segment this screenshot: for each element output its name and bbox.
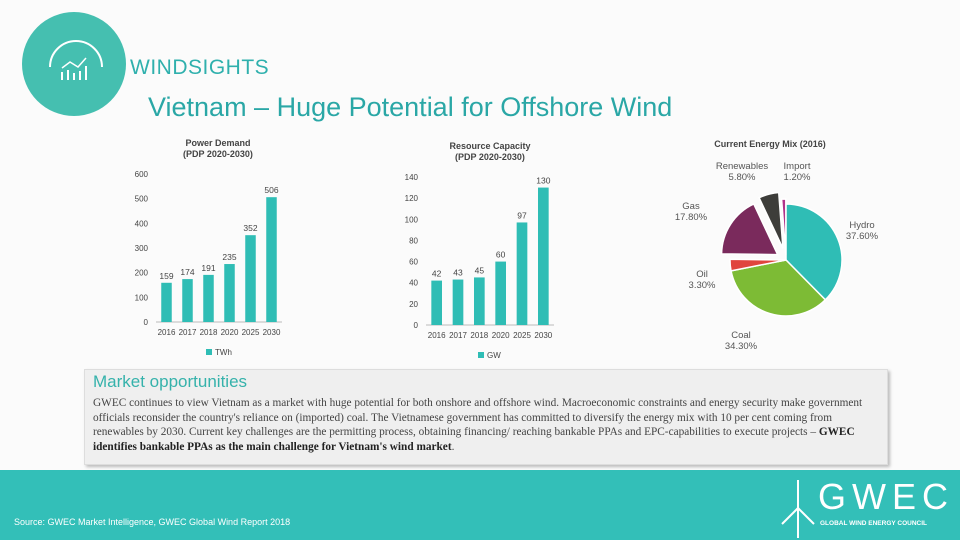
legend-label: GW [487, 351, 501, 360]
data-label: 130 [536, 176, 550, 186]
y-tick-label: 200 [135, 269, 149, 278]
chart-subtitle: (PDP 2020-2030) [455, 152, 525, 162]
data-label: 506 [264, 185, 278, 195]
bar [431, 280, 442, 325]
source-note: Source: GWEC Market Intelligence, GWEC G… [14, 517, 291, 527]
bar [182, 279, 193, 322]
data-label: 352 [243, 223, 257, 233]
bar [474, 277, 485, 325]
x-tick-label: 2030 [534, 331, 552, 340]
y-tick-label: 600 [135, 170, 149, 179]
pie-slice-hydro [785, 203, 843, 301]
market-body: GWEC continues to view Vietnam as a mark… [93, 397, 863, 438]
y-tick-label: 300 [135, 244, 149, 253]
bar [495, 261, 506, 325]
data-label: 60 [496, 250, 506, 260]
slice-label: Coal [731, 330, 751, 341]
bar [161, 282, 172, 322]
slice-percent: 3.30% [689, 280, 716, 291]
data-label: 235 [222, 252, 236, 262]
slice-percent: 1.20% [784, 172, 811, 183]
chart-title: Current Energy Mix (2016) [714, 139, 826, 149]
gwec-logo: GWEC [818, 476, 954, 517]
slice-percent: 5.80% [729, 172, 756, 183]
bar [538, 187, 549, 325]
data-label: 42 [432, 269, 442, 279]
slice-label: Import [784, 161, 811, 172]
market-end: . [451, 440, 455, 453]
y-tick-label: 60 [409, 258, 418, 267]
slice-percent: 37.60% [846, 231, 879, 242]
footer-bar [0, 470, 960, 540]
data-label: 43 [453, 268, 463, 278]
x-tick-label: 2025 [513, 331, 531, 340]
brand-name: WINDSIGHTS [130, 56, 270, 79]
x-tick-label: 2030 [263, 328, 281, 337]
y-tick-label: 100 [135, 293, 149, 302]
page-title: Vietnam – Huge Potential for Offshore Wi… [148, 92, 673, 122]
market-text: GWEC continues to view Vietnam as a mark… [93, 396, 879, 454]
legend-swatch [206, 349, 212, 355]
x-tick-label: 2025 [242, 328, 260, 337]
y-tick-label: 0 [144, 318, 149, 327]
slice-label: Gas [682, 201, 700, 212]
bar [245, 235, 256, 322]
y-tick-label: 500 [135, 195, 149, 204]
y-tick-label: 120 [405, 194, 419, 203]
y-tick-label: 40 [409, 279, 418, 288]
x-tick-label: 2018 [200, 328, 218, 337]
y-tick-label: 80 [409, 236, 418, 245]
slice-percent: 17.80% [675, 212, 708, 223]
legend-label: TWh [215, 348, 232, 357]
data-label: 191 [201, 263, 215, 273]
wind-turbine-icon [781, 480, 815, 538]
market-heading: Market opportunities [93, 372, 248, 391]
chart-title: Resource Capacity [449, 141, 530, 151]
market-bold: GWEC identifies bankable PPAs as the mai… [93, 426, 855, 453]
x-tick-label: 2018 [470, 331, 488, 340]
market-opportunities-box: Market opportunities GWEC continues to v… [84, 369, 888, 465]
x-tick-label: 2017 [449, 331, 467, 340]
y-tick-label: 20 [409, 300, 418, 309]
charts-area: Power Demand(PDP 2020-2030)0100200300400… [135, 138, 879, 360]
y-tick-label: 140 [405, 173, 419, 182]
data-label: 97 [517, 210, 527, 220]
pie-slice-coal [730, 259, 827, 317]
chart-title: Power Demand [185, 138, 250, 148]
legend-swatch [478, 352, 484, 358]
slice-label: Hydro [849, 220, 874, 231]
y-tick-label: 400 [135, 219, 149, 228]
pie-slice-import [780, 198, 787, 256]
x-tick-label: 2016 [158, 328, 176, 337]
data-label: 174 [180, 267, 194, 277]
bar [516, 222, 528, 325]
slice-label: Renewables [716, 161, 769, 172]
windsights-logo [22, 12, 126, 116]
gwec-logo-subtitle: GLOBAL WIND ENERGY COUNCIL [820, 520, 928, 527]
y-tick-label: 0 [414, 321, 419, 330]
slice-label: Oil [696, 269, 708, 280]
x-tick-label: 2016 [428, 331, 446, 340]
data-label: 45 [475, 265, 485, 275]
pie-slice-gas [720, 202, 779, 256]
pie-slice-renewables [758, 191, 784, 249]
slice-percent: 34.30% [725, 341, 758, 352]
y-tick-label: 100 [405, 215, 419, 224]
chart-subtitle: (PDP 2020-2030) [183, 149, 253, 159]
chart-arc-icon [49, 40, 103, 80]
bar [224, 264, 235, 322]
pie-slice-oil [729, 258, 787, 272]
x-tick-label: 2020 [492, 331, 510, 340]
x-tick-label: 2017 [179, 328, 197, 337]
x-tick-label: 2020 [221, 328, 239, 337]
data-label: 159 [159, 271, 173, 281]
bar [452, 279, 464, 325]
bar [203, 274, 214, 322]
bar [266, 197, 277, 322]
